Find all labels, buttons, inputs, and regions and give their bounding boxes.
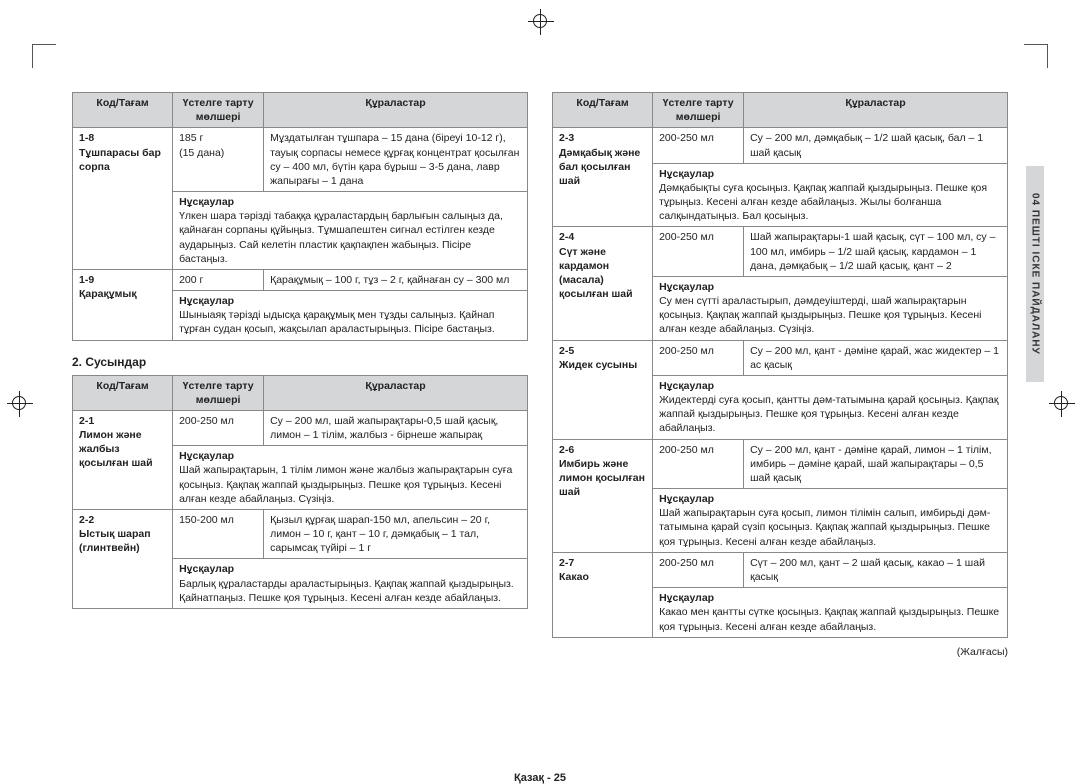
- continued-label: (Жалғасы): [552, 646, 1008, 658]
- col-header-code: Код/Тағам: [73, 93, 173, 128]
- ingredients-cell: Су – 200 мл, шай жапырақтары-0,5 шай қас…: [264, 410, 528, 445]
- section-2-title: 2. Сусындар: [72, 355, 528, 369]
- ingredients-cell: Қарақұмық – 100 г, тұз – 2 г, қайнаған с…: [264, 269, 528, 290]
- instructions-cell: НұсқауларДәмқабықты суға қосыңыз. Қақпақ…: [653, 163, 1008, 227]
- table-left-2: Код/Тағам Үстелге тарту мөлшері Құраласт…: [72, 375, 528, 609]
- code-cell: 2-4Сүт және кардамон (масала) қосылған ш…: [553, 227, 653, 340]
- registration-mark: [533, 14, 547, 28]
- registration-mark: [1054, 396, 1068, 410]
- code-cell: 1-9Қарақұмық: [73, 269, 173, 340]
- code-cell: 2-5Жидек сусыны: [553, 340, 653, 439]
- ingredients-cell: Сүт – 200 мл, қант – 2 шай қасық, какао …: [744, 552, 1008, 587]
- instructions-cell: НұсқауларҮлкен шара тәрізді табаққа құра…: [173, 192, 528, 270]
- crop-mark: [32, 44, 56, 68]
- page-number: Қазақ - 25: [0, 772, 1080, 784]
- col-header-code: Код/Тағам: [553, 93, 653, 128]
- side-tab-label: 04 ПЕШТІ ІСКЕ ПАЙДАЛАНУ: [1030, 193, 1041, 355]
- table-left-1: Код/Тағам Үстелге тарту мөлшері Құраласт…: [72, 92, 528, 341]
- portion-cell: 200-250 мл: [653, 340, 744, 375]
- ingredients-cell: Мұздатылған тұшпара – 15 дана (біреуі 10…: [264, 128, 528, 192]
- instructions-cell: НұсқауларБарлық құраластарды араластырың…: [173, 559, 528, 609]
- page-content: Код/Тағам Үстелге тарту мөлшері Құраласт…: [72, 92, 1008, 658]
- instructions-cell: НұсқауларКакао мен қантты сүтке қосыңыз.…: [653, 588, 1008, 638]
- instructions-cell: НұсқауларШыныаяқ тәрізді ыдысқа қарақұмы…: [173, 291, 528, 341]
- portion-cell: 200-250 мл: [653, 439, 744, 489]
- ingredients-cell: Су – 200 мл, дәмқабық – 1/2 шай қасық, б…: [744, 128, 1008, 163]
- col-header-portion: Үстелге тарту мөлшері: [653, 93, 744, 128]
- code-cell: 1-8Тұшпарасы бар сорпа: [73, 128, 173, 270]
- portion-cell: 200-250 мл: [653, 128, 744, 163]
- ingredients-cell: Су – 200 мл, қант - дәміне қарай, жас жи…: [744, 340, 1008, 375]
- portion-cell: 200-250 мл: [653, 552, 744, 587]
- side-tab: 04 ПЕШТІ ІСКЕ ПАЙДАЛАНУ: [1026, 166, 1044, 382]
- registration-mark: [12, 396, 26, 410]
- code-cell: 2-3Дәмқабық және бал қосылған шай: [553, 128, 653, 227]
- ingredients-cell: Су – 200 мл, қант - дәміне қарай, лимон …: [744, 439, 1008, 489]
- col-header-portion: Үстелге тарту мөлшері: [173, 93, 264, 128]
- code-cell: 2-7Какао: [553, 552, 653, 637]
- crop-mark: [1024, 44, 1048, 68]
- right-column: Код/Тағам Үстелге тарту мөлшері Құраласт…: [552, 92, 1008, 658]
- instructions-cell: НұсқауларЖидектерді суға қосып, қантты д…: [653, 375, 1008, 439]
- code-cell: 2-2Ыстық шарап (глинтвейн): [73, 509, 173, 608]
- portion-cell: 200-250 мл: [653, 227, 744, 277]
- instructions-cell: НұсқауларШай жапырақтарын суға қосып, ли…: [653, 489, 1008, 553]
- col-header-ingredients: Құраластар: [264, 375, 528, 410]
- portion-cell: 200-250 мл: [173, 410, 264, 445]
- portion-cell: 185 г(15 дана): [173, 128, 264, 192]
- instructions-cell: НұсқауларСу мен сүтті араластырып, дәмде…: [653, 276, 1008, 340]
- code-cell: 2-6Имбирь және лимон қосылған шай: [553, 439, 653, 552]
- ingredients-cell: Қызыл құрғақ шарап-150 мл, апельсин – 20…: [264, 509, 528, 559]
- col-header-ingredients: Құраластар: [744, 93, 1008, 128]
- instructions-cell: НұсқауларШай жапырақтарын, 1 тілім лимон…: [173, 446, 528, 510]
- table-right: Код/Тағам Үстелге тарту мөлшері Құраласт…: [552, 92, 1008, 638]
- portion-cell: 200 г: [173, 269, 264, 290]
- col-header-ingredients: Құраластар: [264, 93, 528, 128]
- col-header-portion: Үстелге тарту мөлшері: [173, 375, 264, 410]
- code-cell: 2-1Лимон және жалбыз қосылған шай: [73, 410, 173, 509]
- portion-cell: 150-200 мл: [173, 509, 264, 559]
- col-header-code: Код/Тағам: [73, 375, 173, 410]
- left-column: Код/Тағам Үстелге тарту мөлшері Құраласт…: [72, 92, 528, 658]
- ingredients-cell: Шай жапырақтары-1 шай қасық, сүт – 100 м…: [744, 227, 1008, 277]
